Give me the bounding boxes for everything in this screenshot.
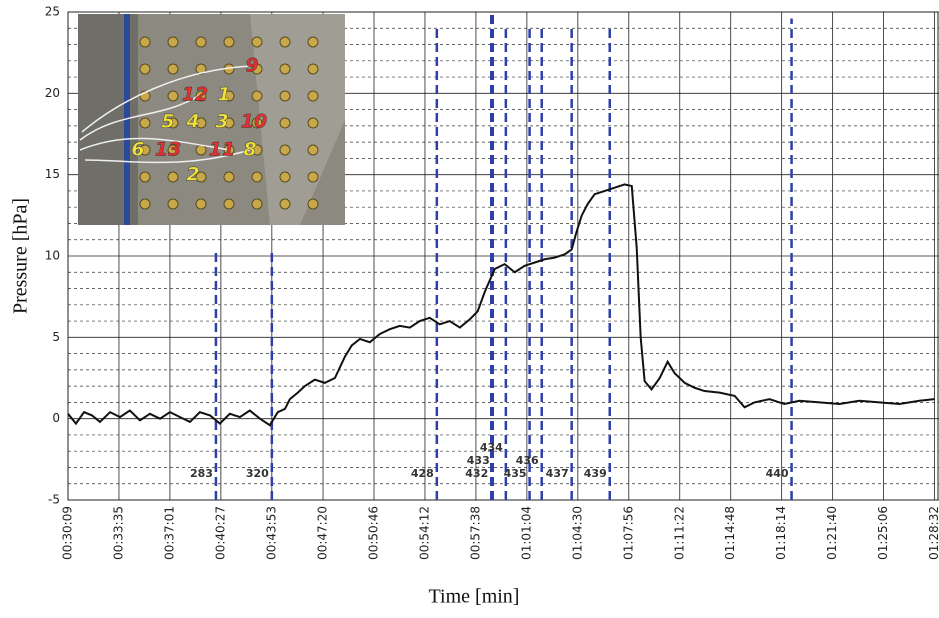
photo-bolt xyxy=(224,37,234,47)
x-tick-label: 01:25:06 xyxy=(876,506,890,560)
y-axis-title: Pressure [hPa] xyxy=(10,198,32,314)
photo-bolt xyxy=(308,118,318,128)
photo-bolt xyxy=(224,172,234,182)
y-tick-label: 0 xyxy=(52,411,60,425)
x-tick-label: 00:40:27 xyxy=(213,506,227,560)
y-tick-label: -5 xyxy=(48,493,60,507)
photo-bolt xyxy=(140,118,150,128)
x-tick-label: 01:14:48 xyxy=(723,506,737,560)
y-tick-label: 5 xyxy=(52,330,60,344)
inset-label: 11 xyxy=(209,139,235,161)
x-tick-label: 01:21:40 xyxy=(825,506,839,560)
inset-label: 6 xyxy=(131,139,144,161)
x-tick-label: 00:33:35 xyxy=(111,506,125,560)
inset-label: 9 xyxy=(245,55,258,77)
x-tick-label: 00:37:01 xyxy=(162,506,176,560)
photo-bolt xyxy=(224,199,234,209)
event-label: 434 xyxy=(480,441,503,454)
x-tick-label: 00:50:46 xyxy=(367,506,381,560)
event-label: 440 xyxy=(766,467,789,480)
photo-bolt xyxy=(280,199,290,209)
photo-bolt xyxy=(196,145,206,155)
photo-bolt xyxy=(252,199,262,209)
photo-bolt xyxy=(140,199,150,209)
event-label: 283 xyxy=(190,467,213,480)
photo-bolt xyxy=(308,199,318,209)
photo-bolt xyxy=(196,37,206,47)
x-tick-label: 00:57:38 xyxy=(468,506,482,560)
photo-bolt xyxy=(308,172,318,182)
x-tick-label: 00:30:09 xyxy=(61,506,75,560)
inset-label: 10 xyxy=(241,111,267,133)
photo-bolt xyxy=(308,145,318,155)
photo-bolt xyxy=(140,37,150,47)
event-label: 439 xyxy=(584,467,607,480)
photo-bolt xyxy=(280,118,290,128)
photo-bolt xyxy=(168,37,178,47)
inset-label: 12 xyxy=(182,84,208,106)
photo-bolt xyxy=(308,91,318,101)
photo-bolt xyxy=(196,199,206,209)
x-axis-title: Time [min] xyxy=(429,586,520,608)
photo-bolt xyxy=(168,199,178,209)
x-tick-label: 01:28:32 xyxy=(927,506,939,560)
y-tick-label: 20 xyxy=(45,86,60,100)
photo-bolt xyxy=(280,37,290,47)
y-tick-label: 15 xyxy=(45,167,60,181)
photo-bolt xyxy=(280,91,290,101)
event-label: 433 xyxy=(467,454,490,467)
photo-bolt xyxy=(168,91,178,101)
x-tick-label: 01:04:30 xyxy=(570,506,584,560)
photo-bolt xyxy=(280,145,290,155)
inset-label: 8 xyxy=(243,139,256,161)
inset-label: 2 xyxy=(186,164,199,186)
photo-bolt xyxy=(308,64,318,74)
inset-label: 13 xyxy=(155,139,181,161)
inset-label: 5 xyxy=(161,111,174,133)
inset-label: 4 xyxy=(185,111,199,133)
photo-bolt xyxy=(308,37,318,47)
photo-bolt xyxy=(140,172,150,182)
x-tick-label: 00:54:12 xyxy=(417,506,431,560)
photo-bolt xyxy=(140,64,150,74)
event-label: 320 xyxy=(246,467,269,480)
x-tick-label: 01:11:22 xyxy=(672,506,686,560)
inset-label: 1 xyxy=(217,84,230,106)
x-tick-label: 01:18:14 xyxy=(774,506,788,560)
photo-bolt xyxy=(252,91,262,101)
x-tick-label: 00:47:20 xyxy=(316,506,330,560)
photo-bolt xyxy=(280,172,290,182)
event-label: 432 xyxy=(465,467,488,480)
photo-bolt xyxy=(168,64,178,74)
photo-bolt xyxy=(168,172,178,182)
chart: Time [min] Pressure [hPa] -5051015202500… xyxy=(0,0,939,614)
photo-bolt xyxy=(252,37,262,47)
x-tick-label: 01:01:04 xyxy=(519,506,533,560)
photo-bolt xyxy=(252,172,262,182)
event-label: 435 xyxy=(504,467,527,480)
y-tick-label: 10 xyxy=(45,249,60,263)
event-label: 437 xyxy=(546,467,569,480)
event-label: 428 xyxy=(411,467,434,480)
inset-label: 3 xyxy=(215,111,228,133)
x-tick-label: 00:43:53 xyxy=(264,506,278,560)
y-tick-label: 25 xyxy=(45,5,60,19)
x-tick-label: 01:07:56 xyxy=(621,506,635,560)
event-label: 436 xyxy=(516,454,539,467)
photo-bolt xyxy=(280,64,290,74)
